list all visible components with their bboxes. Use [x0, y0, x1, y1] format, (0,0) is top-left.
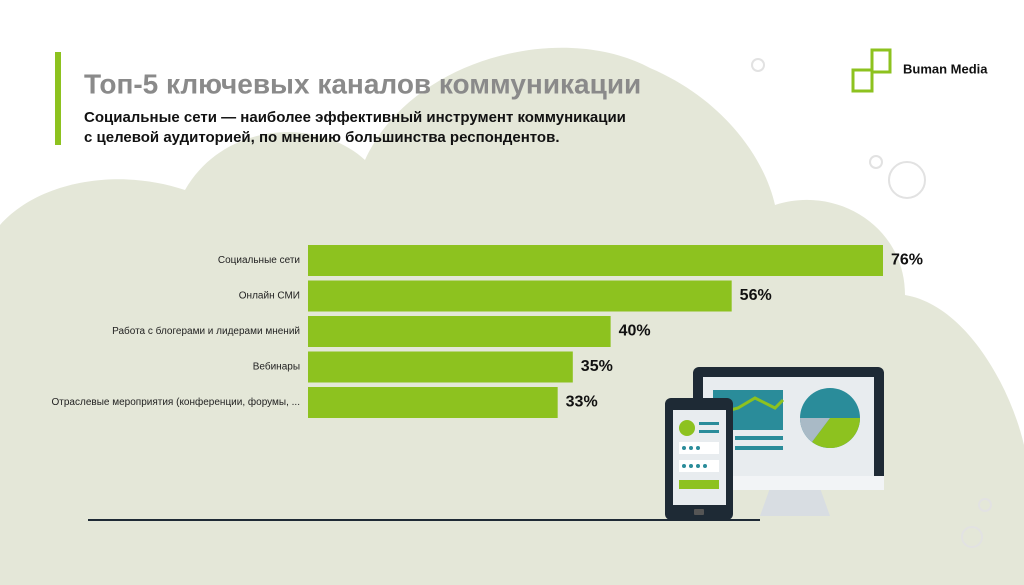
bar [308, 387, 558, 418]
bar [308, 280, 732, 312]
brand: Buman Media [903, 61, 988, 76]
subtitle: с целевой аудиторией, по мнению большинс… [84, 129, 559, 146]
devices-illustration [665, 367, 884, 520]
category-label: Социальные сети [218, 255, 300, 266]
bar [308, 351, 573, 383]
decor-circles [751, 58, 992, 548]
value-label: 56% [740, 287, 772, 304]
value-label: 33% [566, 394, 598, 411]
bar [308, 316, 611, 347]
category-label: Вебинары [253, 361, 300, 373]
category-label: Работа с блогерами и лидерами мнений [112, 325, 300, 337]
value-label: 35% [581, 358, 613, 375]
category-label: Онлайн СМИ [239, 291, 300, 302]
value-label: 40% [619, 323, 651, 340]
category-label: Отраслевые мероприятия (конференции, фор… [52, 396, 301, 408]
logo [851, 48, 892, 93]
accent-bar [55, 52, 61, 145]
subtitle: Социальные сети — наиболее эффективный и… [84, 109, 626, 126]
bar [308, 245, 883, 276]
chart-title: Топ-5 ключевых каналов коммуникации [84, 68, 641, 99]
value-label: 76% [891, 252, 923, 269]
